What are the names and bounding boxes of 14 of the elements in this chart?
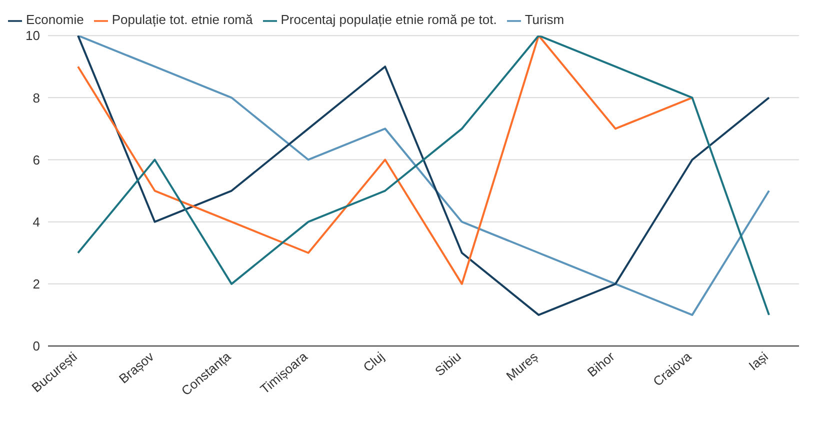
- legend-label: Turism: [524, 12, 564, 27]
- line-series: [77, 36, 770, 316]
- y-tick-label: 6: [32, 152, 40, 168]
- y-tick-label: 0: [32, 338, 40, 354]
- legend-label: Populație tot. etnie romă: [112, 12, 253, 27]
- line-series: [77, 36, 694, 285]
- x-tick-label: Iași: [746, 348, 772, 374]
- y-tick-label: 2: [32, 276, 40, 292]
- legend-label: Economie: [26, 12, 84, 27]
- y-tick-label: 4: [32, 214, 40, 230]
- y-tick-label: 8: [32, 90, 40, 106]
- legend-label: Procentaj populație etnie romă pe tot.: [280, 12, 497, 27]
- x-tick-label: Cluj: [360, 348, 388, 375]
- y-tick-label: 10: [26, 28, 40, 44]
